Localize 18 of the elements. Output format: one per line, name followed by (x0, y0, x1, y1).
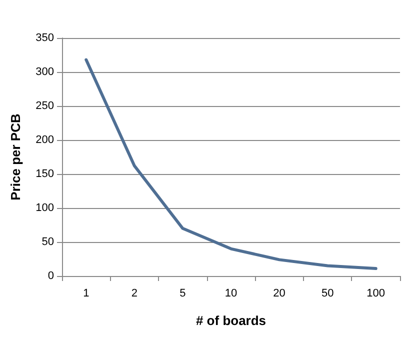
y-tick-label: 300 (36, 66, 54, 78)
x-tick-label: 1 (83, 288, 90, 300)
y-tick-label: 0 (48, 270, 54, 282)
line-series (84, 58, 378, 270)
y-tick-label: 250 (36, 100, 54, 112)
x-tick-label: 10 (224, 288, 238, 300)
y-tick-label: 50 (42, 236, 54, 248)
y-tick-label: 100 (36, 202, 54, 214)
y-tick-label: 200 (36, 134, 54, 146)
x-tick-label: 2 (131, 288, 138, 300)
x-tick-label: 20 (273, 288, 286, 300)
y-tick-label: 350 (36, 32, 54, 44)
x-tick-label: 100 (366, 288, 386, 300)
x-tick-label: 5 (180, 288, 186, 300)
y-axis-title: Price per PCB (8, 114, 23, 200)
x-tick-label: 50 (321, 288, 334, 300)
x-axis-title: # of boards (196, 313, 266, 328)
y-tick-label: 150 (36, 168, 54, 180)
